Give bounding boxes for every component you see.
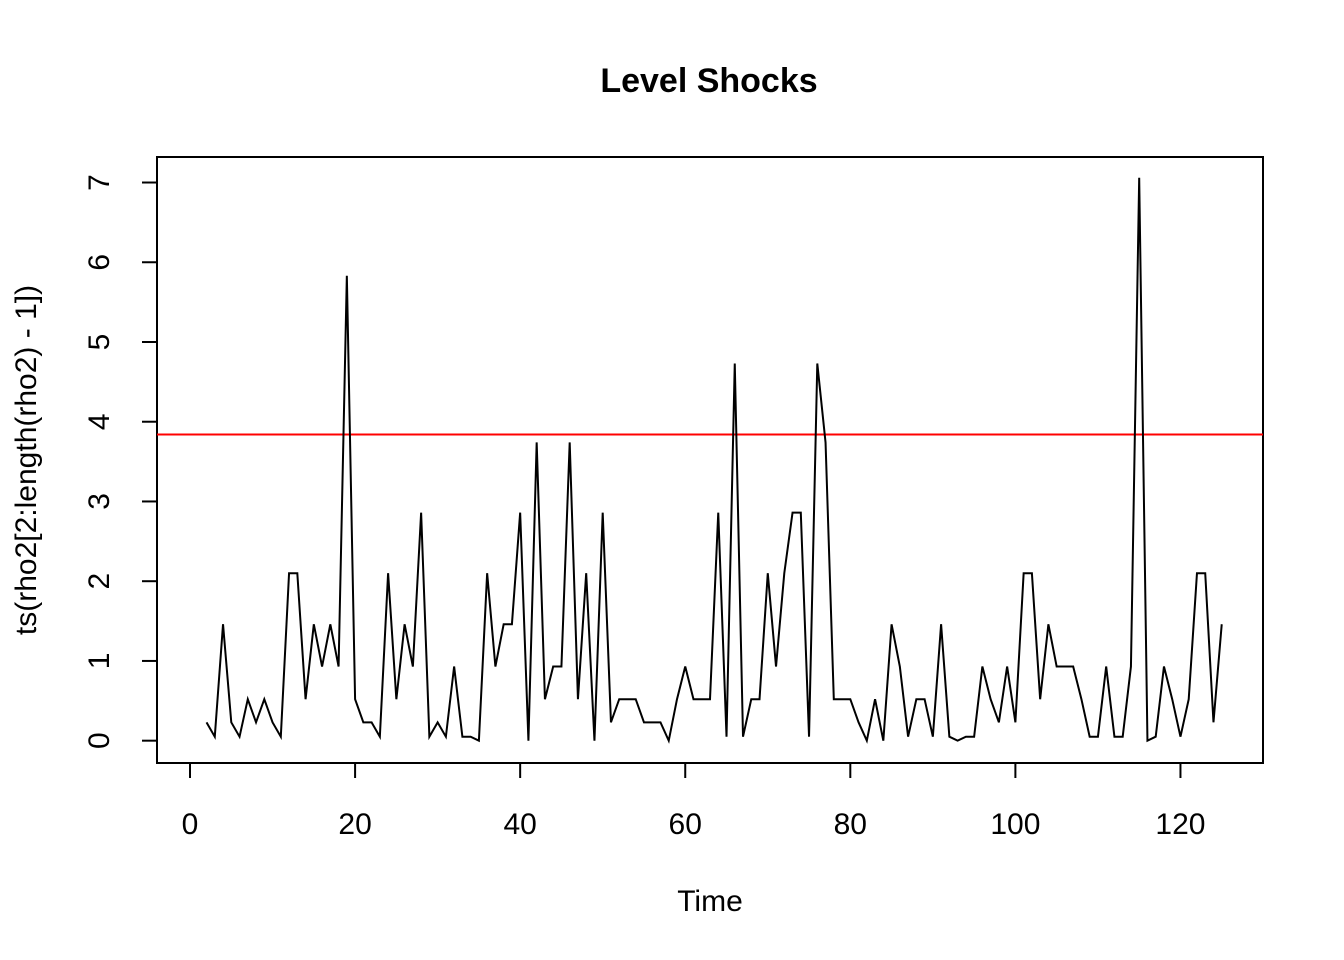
plot-frame	[156, 156, 1264, 764]
series-group	[205, 177, 1223, 744]
y-tick-label: 1	[83, 653, 116, 670]
x-axis-title: Time	[677, 885, 743, 918]
y-tick-label: 5	[83, 334, 116, 351]
y-axis-title: ts(rho2[2:length(rho2) - 1])	[10, 285, 43, 635]
x-axis: 0 20 40 60 80 100 120	[182, 762, 1205, 841]
x-tick-label: 40	[503, 808, 536, 841]
x-tick-label: 20	[338, 808, 371, 841]
series-line	[205, 177, 1223, 744]
chart-title: Level Shocks	[600, 62, 817, 100]
y-tick-label: 7	[83, 174, 116, 191]
x-tick-label: 80	[834, 808, 867, 841]
y-tick-label: 0	[83, 732, 116, 749]
y-tick-label: 3	[83, 493, 116, 510]
x-tick-label: 120	[1155, 808, 1205, 841]
y-axis: 0 1 2 3 4 5 6 7	[83, 174, 158, 749]
x-tick-label: 100	[990, 808, 1040, 841]
x-tick-label: 0	[182, 808, 199, 841]
y-tick-label: 4	[83, 413, 116, 430]
y-tick-label: 6	[83, 254, 116, 271]
data-points	[206, 177, 1222, 741]
x-tick-label: 60	[669, 808, 702, 841]
y-tick-label: 2	[83, 573, 116, 590]
